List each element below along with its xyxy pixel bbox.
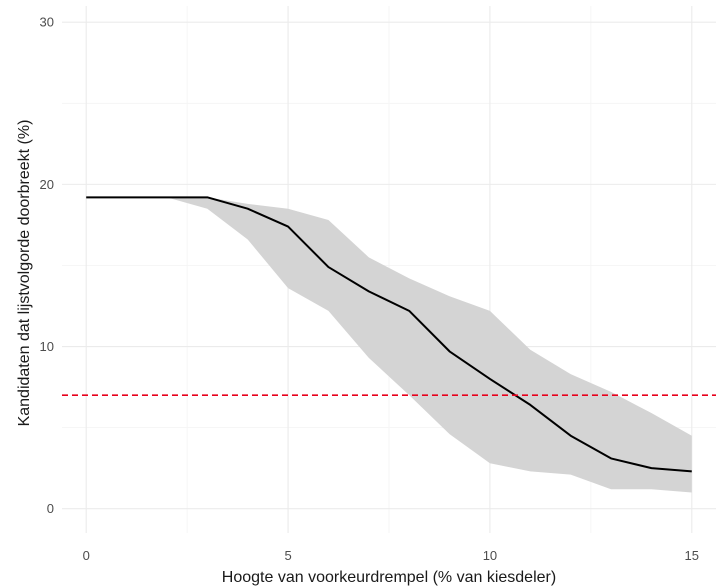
y-tick-label: 30 [40,15,54,30]
y-tick-label: 10 [40,339,54,354]
y-tick-label: 0 [47,501,54,516]
y-tick-label: 20 [40,177,54,192]
y-axis-title: Kandidaten dat lijstvolgorde doorbreekt … [16,120,33,427]
x-axis-ticks: 0 5 10 15 [83,548,699,563]
x-axis-title: Hoogte van voorkeurdrempel (% van kiesde… [222,569,556,586]
x-tick-label: 5 [284,548,291,563]
x-tick-label: 10 [483,548,497,563]
x-tick-label: 0 [83,548,90,563]
y-axis-ticks: 0 10 20 30 [40,15,54,516]
series-line [86,196,692,473]
x-tick-label: 15 [685,548,699,563]
confidence-band [86,197,692,493]
minor-gridlines [62,6,716,533]
